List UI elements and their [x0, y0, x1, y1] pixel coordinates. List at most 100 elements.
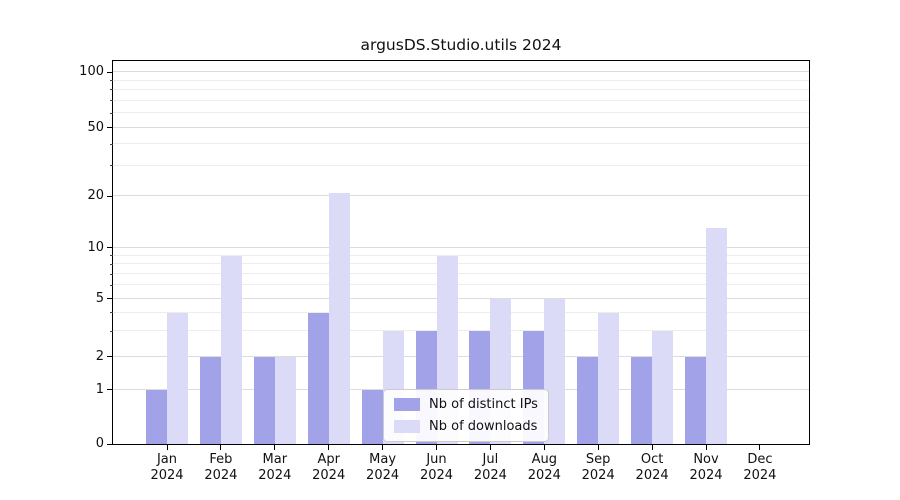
x-tick-label-year: 2024 [473, 468, 507, 483]
y-tick-label-20: 20 [87, 188, 104, 204]
y-minor-tick-mark-80 [110, 89, 113, 91]
y-tick-mark-50 [107, 127, 112, 129]
x-tick-mark-aug [543, 445, 545, 450]
y-minor-tick-mark-70 [110, 100, 113, 102]
plot-area: Nb of distinct IPs Nb of downloads [112, 60, 810, 445]
y-minor-tick-mark-8 [110, 263, 113, 265]
x-tick-label-jan: Jan 2024 [137, 452, 197, 484]
y-tick-mark-0 [107, 443, 112, 445]
x-tick-label-year: 2024 [527, 468, 561, 483]
legend-label-distinct-ips: Nb of distinct IPs [429, 397, 538, 412]
x-tick-label-dec: Dec 2024 [730, 452, 790, 484]
x-tick-label-year: 2024 [312, 468, 346, 483]
x-tick-label-year: 2024 [204, 468, 238, 483]
x-tick-label-year: 2024 [419, 468, 454, 483]
x-tick-label-month: Sep [585, 452, 611, 467]
legend-item-downloads: Nb of downloads [394, 419, 538, 434]
bar-distinct-ips-may [361, 390, 383, 444]
y-tick-label-1: 1 [95, 381, 104, 397]
y-tick-label-2: 2 [95, 348, 104, 364]
bar-distinct-ips-sep [577, 357, 599, 444]
y-minor-tick-mark-7 [110, 273, 113, 275]
bar-downloads-oct [652, 331, 674, 444]
x-tick-label-feb: Feb 2024 [191, 452, 251, 484]
major-gridline-2 [113, 355, 809, 357]
x-tick-label-month: Aug [531, 452, 557, 467]
minor-gridline-8 [113, 263, 809, 265]
x-tick-label-month: Jun [426, 452, 447, 467]
x-tick-label-month: Oct [640, 452, 664, 467]
y-tick-mark-20 [107, 195, 112, 197]
bar-distinct-ips-apr [307, 313, 329, 444]
legend-swatch-downloads [394, 420, 420, 433]
major-gridline-100 [113, 71, 809, 73]
bar-downloads-sep [598, 313, 620, 444]
legend-item-distinct-ips: Nb of distinct IPs [394, 397, 538, 412]
x-tick-mark-nov [705, 445, 707, 450]
minor-gridline-30 [113, 164, 809, 166]
y-minor-tick-mark-6 [110, 284, 113, 286]
x-tick-label-sep: Sep 2024 [568, 452, 628, 484]
y-minor-tick-mark-3 [110, 330, 113, 332]
x-tick-label-may: May 2024 [353, 452, 413, 484]
y-tick-label-100: 100 [79, 64, 104, 80]
minor-gridline-60 [113, 112, 809, 114]
major-gridline-5 [113, 297, 809, 299]
minor-gridline-80 [113, 89, 809, 90]
chart-title: argusDS.Studio.utils 2024 [360, 36, 562, 54]
y-tick-mark-5 [107, 298, 112, 300]
x-tick-label-jul: Jul 2024 [460, 452, 520, 484]
y-minor-tick-mark-90 [110, 80, 113, 82]
bar-downloads-apr [328, 193, 350, 444]
bar-downloads-aug [544, 299, 566, 444]
minor-gridline-9 [113, 254, 809, 256]
bar-downloads-nov [706, 228, 727, 444]
x-tick-mark-may [382, 445, 384, 450]
y-tick-mark-1 [107, 389, 112, 391]
bar-downloads-feb [220, 256, 242, 444]
x-tick-mark-oct [651, 445, 653, 450]
major-gridline-10 [113, 246, 809, 248]
bar-distinct-ips-feb [199, 357, 221, 444]
y-tick-mark-10 [107, 247, 112, 249]
x-tick-label-aug: Aug 2024 [514, 452, 574, 484]
x-tick-label-month: May [369, 452, 397, 467]
y-tick-label-10: 10 [87, 239, 104, 255]
x-tick-label-year: 2024 [635, 468, 669, 483]
y-minor-tick-mark-4 [110, 312, 113, 314]
y-tick-mark-2 [107, 356, 112, 358]
bar-distinct-ips-mar [253, 357, 275, 444]
y-tick-mark-100 [107, 71, 112, 73]
y-tick-label-5: 5 [95, 290, 104, 306]
x-tick-label-month: Mar [262, 452, 288, 467]
x-tick-label-year: 2024 [366, 468, 400, 483]
bar-downloads-mar [274, 357, 296, 444]
minor-gridline-90 [113, 79, 809, 81]
legend-label-downloads: Nb of downloads [429, 419, 538, 434]
x-tick-label-year: 2024 [150, 468, 184, 483]
major-gridline-20 [113, 195, 809, 197]
x-tick-label-month: Feb [209, 452, 233, 467]
y-minor-tick-mark-9 [110, 255, 113, 257]
minor-gridline-40 [113, 143, 809, 145]
bars-layer [113, 61, 809, 444]
x-tick-label-year: 2024 [581, 468, 615, 483]
x-tick-label-month: Dec [747, 452, 773, 467]
x-tick-mark-mar [274, 445, 276, 450]
x-tick-mark-dec [759, 445, 761, 450]
x-tick-label-month: Jul [482, 452, 499, 467]
x-tick-mark-jul [489, 445, 491, 450]
x-tick-mark-jun [436, 445, 437, 450]
legend-swatch-distinct-ips [394, 398, 420, 411]
x-tick-mark-apr [328, 445, 330, 450]
bar-distinct-ips-nov [685, 357, 706, 444]
x-tick-label-mar: Mar 2024 [245, 452, 305, 484]
x-tick-label-year: 2024 [258, 468, 292, 483]
y-tick-label-50: 50 [87, 119, 104, 135]
x-tick-label-jun: Jun 2024 [407, 452, 467, 484]
bar-distinct-ips-jan [146, 390, 167, 444]
bar-downloads-jan [167, 313, 188, 444]
minor-gridline-3 [113, 330, 809, 332]
minor-gridline-70 [113, 99, 809, 101]
